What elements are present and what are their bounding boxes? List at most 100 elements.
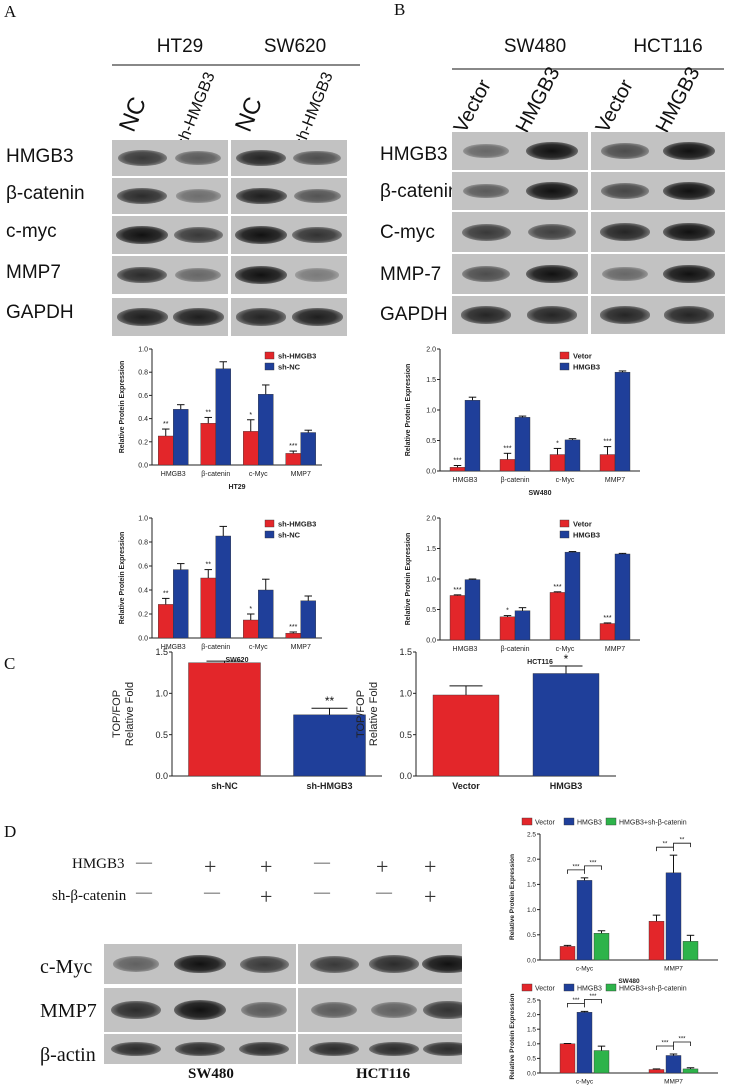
blot-band: [423, 1041, 462, 1057]
bar: [559, 1043, 576, 1074]
bar: [599, 623, 616, 641]
blot-band: [293, 150, 341, 166]
bar: [449, 467, 466, 472]
bar: [549, 454, 566, 472]
blot-strip: [452, 296, 588, 334]
blot-band: [422, 954, 462, 974]
category-label: MMP7: [291, 644, 311, 651]
blot-band: [235, 265, 287, 285]
condition-sign: —: [136, 854, 152, 871]
blot-band: [526, 141, 578, 161]
y-tick-label: 0.4: [138, 416, 148, 423]
bar: [215, 368, 231, 466]
bar: [173, 409, 189, 466]
bar: [614, 371, 631, 472]
y-tick-label: 0.6: [138, 393, 148, 400]
y-axis-label: TOP/FOP: [355, 690, 367, 738]
condition-sign: +: [260, 884, 273, 909]
blot-band: [526, 181, 578, 201]
panel-d-letter: D: [4, 822, 17, 841]
y-tick-label: 0.8: [138, 539, 148, 546]
category-label: MMP7: [664, 966, 683, 973]
bar: [188, 662, 261, 777]
blot-band: [309, 955, 359, 973]
blot-row-label: HMGB3: [380, 144, 448, 165]
bar: [514, 417, 531, 472]
category-label: β-catenin: [201, 471, 230, 478]
category-label: c-Myc: [556, 646, 575, 653]
condition-sign: —: [204, 884, 220, 901]
blot-strip: [591, 212, 725, 252]
bar: [293, 714, 366, 777]
y-tick-label: 0.0: [527, 957, 536, 964]
lane-label: Vector: [591, 76, 638, 137]
y-tick-label: 0.4: [138, 587, 148, 594]
blot-strip: [452, 172, 588, 210]
header-rule: [112, 64, 360, 66]
bar: [200, 423, 216, 466]
significance-label: **: [206, 562, 212, 569]
significance-label: ***: [661, 1041, 669, 1047]
significance-label: **: [680, 838, 685, 844]
blot-strip: [591, 132, 725, 170]
bar: [614, 553, 631, 641]
lane-label: HMGB3: [651, 63, 705, 137]
blot-band: [173, 226, 223, 244]
legend-label: Vector: [535, 986, 556, 993]
blot-row-label: β-actin: [40, 1044, 96, 1066]
bar: [300, 600, 316, 639]
bar: [285, 453, 301, 466]
legend-swatch: [521, 817, 533, 826]
significance-label: *: [249, 412, 252, 419]
legend-label: HMGB3: [573, 363, 600, 372]
y-axis-label: Relative Protein Expression: [405, 533, 412, 626]
blot-band: [174, 954, 226, 974]
y-tick-label: 1.5: [155, 647, 168, 657]
significance-label: *: [506, 608, 509, 615]
bar: [285, 633, 301, 639]
lane-label: Vector: [449, 76, 496, 137]
bar: [300, 432, 316, 466]
bar: [158, 604, 174, 639]
legend-swatch: [264, 530, 275, 539]
blot-strip: [112, 178, 228, 214]
blot-band: [235, 187, 287, 205]
significance-bracket: [673, 842, 691, 848]
category-label: β-catenin: [501, 477, 530, 484]
blot-band: [240, 1001, 288, 1019]
condition-sign: +: [424, 854, 437, 879]
blot-band: [462, 265, 510, 283]
blot-strip: [112, 216, 228, 254]
category-label: c-Myc: [576, 966, 594, 973]
category-label: HMGB3: [453, 477, 478, 484]
y-tick-label: 0.8: [138, 370, 148, 377]
significance-label: ***: [589, 994, 597, 1000]
category-label: MMP7: [605, 477, 625, 484]
significance-label: ***: [572, 864, 580, 870]
blot-row-label: c-myc: [6, 221, 57, 242]
condition-sign: +: [424, 884, 437, 909]
blot-band: [291, 308, 343, 326]
y-axis-label: TOP/FOP: [111, 690, 123, 738]
header-rule: [452, 68, 724, 70]
x-axis-label: SW480: [618, 978, 640, 985]
blot-band: [111, 1041, 161, 1057]
blot-row-label: C-myc: [380, 222, 435, 243]
blot-strip: [104, 988, 296, 1032]
legend-swatch: [559, 530, 570, 539]
y-tick-label: 0.5: [426, 607, 436, 614]
legend-label: HMGB3+sh-β-catenin: [619, 820, 687, 827]
significance-label: *: [564, 652, 569, 666]
blot-band: [527, 223, 577, 241]
y-tick-label: 0.5: [155, 730, 168, 740]
y-tick-label: 0.0: [138, 462, 148, 469]
significance-label: *: [556, 440, 559, 447]
blot-strip: [231, 256, 347, 294]
blot-row-label: β-catenin: [380, 181, 459, 202]
blot-band: [174, 150, 222, 166]
panel-b-letter: B: [394, 0, 406, 19]
category-label: c-Myc: [556, 477, 575, 484]
category-label: MMP7: [664, 1079, 683, 1086]
legend-swatch: [563, 983, 575, 992]
condition-sign: —: [376, 884, 392, 901]
